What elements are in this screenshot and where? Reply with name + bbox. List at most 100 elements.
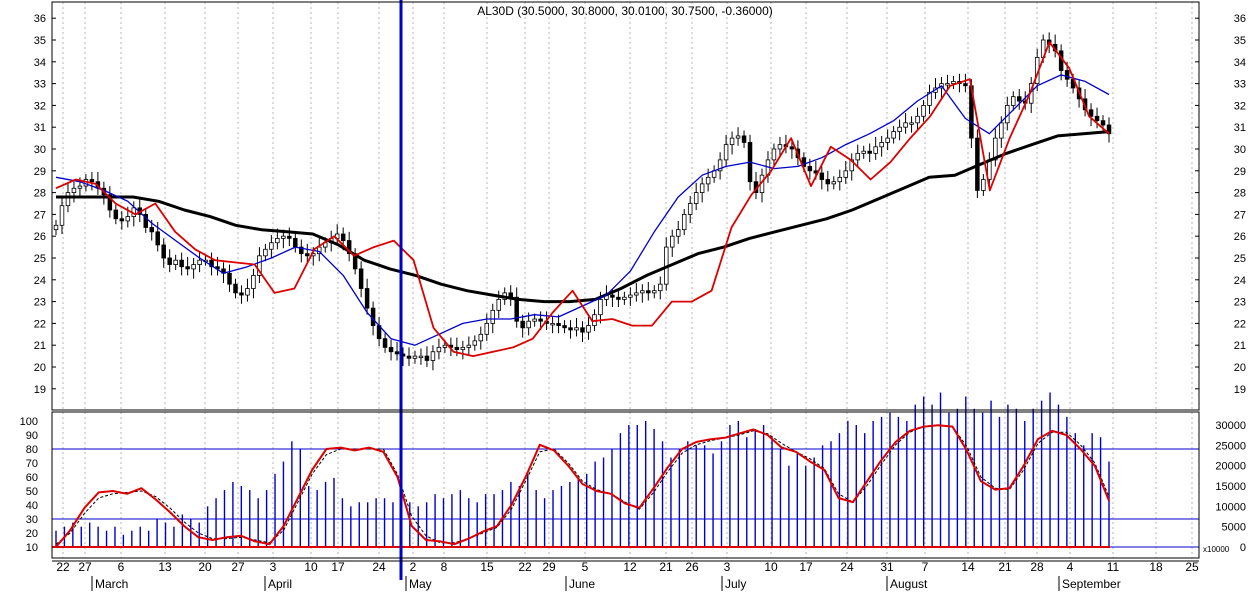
candle-body-30 <box>233 283 238 294</box>
month-label-6: September <box>1062 577 1121 591</box>
y-tick-left-33: 33 <box>34 79 46 91</box>
candle-121 <box>777 137 783 158</box>
ma-slow-line <box>56 130 1110 304</box>
volume-tick-0: 0 <box>1240 542 1246 554</box>
candle-body-158 <box>999 122 1004 139</box>
y-tick-right-26: 26 <box>1234 231 1246 243</box>
candle-body-142 <box>903 122 908 128</box>
month-label-4: July <box>725 577 746 591</box>
osc-tick-80: 80 <box>26 444 38 456</box>
ma-fast-line <box>55 41 1110 358</box>
candle-body-87 <box>574 327 579 331</box>
candle-body-49 <box>346 240 352 255</box>
candle-56 <box>388 339 394 361</box>
candle-21 <box>179 252 184 276</box>
candle-78 <box>520 314 525 338</box>
candle-body-152 <box>963 83 968 87</box>
osc-tick-40: 40 <box>26 500 38 512</box>
candle-body-2 <box>65 192 71 207</box>
candle-35 <box>263 243 268 262</box>
y-tick-right-25: 25 <box>1234 253 1246 265</box>
candle-106 <box>687 195 693 224</box>
candle-111 <box>717 152 723 180</box>
y-tick-right-35: 35 <box>1234 35 1246 47</box>
candle-39 <box>287 227 292 247</box>
candle-136 <box>867 143 872 163</box>
candle-body-146 <box>927 91 932 106</box>
volume-tick-1: 5000 <box>1222 522 1246 534</box>
candle-body-61 <box>418 355 424 359</box>
y-tick-left-31: 31 <box>34 122 46 134</box>
candle-body-73 <box>490 309 495 324</box>
x-tick-4: 20 <box>198 560 212 574</box>
volume-tick-6: 30000 <box>1215 420 1246 432</box>
month-label-3: June <box>569 577 595 591</box>
candle-98 <box>640 284 645 303</box>
x-tick-3: 13 <box>158 560 172 574</box>
x-tick-23: 31 <box>880 560 894 574</box>
x-tick-27: 28 <box>1030 560 1044 574</box>
x-tick-21: 17 <box>799 560 813 574</box>
candle-89 <box>586 316 591 340</box>
candle-body-51 <box>358 268 364 289</box>
candle-68 <box>460 340 466 360</box>
candle-132 <box>843 160 848 184</box>
candle-body-85 <box>562 325 567 329</box>
candle-107 <box>693 182 699 211</box>
candle-135 <box>861 145 866 159</box>
candle-body-80 <box>532 318 537 322</box>
candle-114 <box>735 127 741 146</box>
osc-tick-30: 30 <box>26 514 38 526</box>
x-tick-11: 8 <box>441 560 448 574</box>
candle-body-96 <box>628 294 633 298</box>
candle-body-60 <box>412 355 418 359</box>
price-panel-frame <box>51 1 1200 411</box>
candle-86 <box>568 320 573 339</box>
candle-body-143 <box>909 122 914 125</box>
candle-body-130 <box>831 181 837 185</box>
candle-104 <box>675 220 681 244</box>
candle-body-33 <box>251 275 256 289</box>
candle-body-59 <box>406 355 412 359</box>
candle-105 <box>681 208 687 236</box>
candle-44 <box>317 238 322 262</box>
candle-body-78 <box>520 320 525 329</box>
candle-51 <box>358 261 364 298</box>
osc-tick-60: 60 <box>26 472 38 484</box>
candle-body-134 <box>855 152 860 161</box>
candle-7 <box>95 171 101 195</box>
candle-23 <box>191 258 196 279</box>
candlesticks <box>53 32 1112 371</box>
candle-97 <box>634 283 639 302</box>
y-tick-left-23: 23 <box>34 297 46 309</box>
candle-body-176 <box>1106 124 1112 135</box>
candle-30 <box>233 278 238 299</box>
y-tick-left-24: 24 <box>34 275 46 287</box>
candle-body-81 <box>538 318 543 322</box>
volume-tick-3: 15000 <box>1215 481 1246 493</box>
candle-body-62 <box>424 355 430 361</box>
candle-body-136 <box>867 150 872 154</box>
candle-body-175 <box>1100 120 1106 126</box>
candle-body-65 <box>442 344 448 348</box>
x-tick-16: 12 <box>623 560 637 574</box>
candle-body-9 <box>107 194 113 211</box>
y-tick-left-36: 36 <box>34 13 46 25</box>
candle-159 <box>1005 96 1010 131</box>
candle-body-23 <box>191 264 196 270</box>
candle-36 <box>269 235 274 258</box>
candle-108 <box>699 177 705 203</box>
candle-102 <box>664 237 669 291</box>
y-tick-left-20: 20 <box>34 362 46 374</box>
candle-body-89 <box>586 325 591 333</box>
candle-body-22 <box>185 266 190 270</box>
osc-tick-90: 90 <box>26 430 38 442</box>
y-tick-right-20: 20 <box>1234 362 1246 374</box>
candle-84 <box>556 314 561 334</box>
osc-tick-50: 50 <box>26 486 38 498</box>
candle-141 <box>897 119 902 141</box>
candle-body-37 <box>275 237 280 244</box>
candle-body-31 <box>239 292 244 296</box>
